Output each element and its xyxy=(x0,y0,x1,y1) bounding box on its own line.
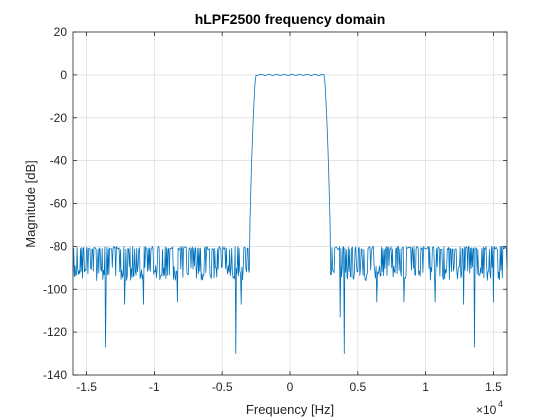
x-axis-label: Frequency [Hz] xyxy=(246,402,334,417)
y-tick-label: 0 xyxy=(60,68,67,82)
y-tick-label: -60 xyxy=(50,197,68,211)
ticks: -1.5 -1 -0.5 0 0.5 1 1.5 -140 -120 -100 -80 -60 -40 -… xyxy=(43,25,507,394)
chart-title: hLPF2500 frequency domain xyxy=(195,11,386,27)
magnitude-response-line xyxy=(72,73,508,354)
y-axis-label: Magnitude [dB] xyxy=(23,160,38,247)
y-tick-label: -80 xyxy=(50,239,68,253)
series-group xyxy=(72,73,508,354)
y-tick-label: -120 xyxy=(43,325,67,339)
x-tick-label: -0.5 xyxy=(212,380,233,394)
y-tick-label: -40 xyxy=(50,154,68,168)
y-tick-label: 20 xyxy=(54,25,68,39)
y-tick-label: -140 xyxy=(43,368,67,382)
x-tick-label: 0 xyxy=(287,380,294,394)
y-tick-label: -100 xyxy=(43,282,67,296)
x-tick-label: -1.5 xyxy=(76,380,97,394)
x-tick-label: 1 xyxy=(422,380,429,394)
x-tick-label: 1.5 xyxy=(485,380,502,394)
x-tick-label: -1 xyxy=(149,380,160,394)
x-multiplier-label: ×10 xyxy=(476,403,497,417)
y-tick-label: -20 xyxy=(50,111,68,125)
x-multiplier-exponent: 4 xyxy=(498,399,503,409)
x-tick-label: 0.5 xyxy=(349,380,366,394)
